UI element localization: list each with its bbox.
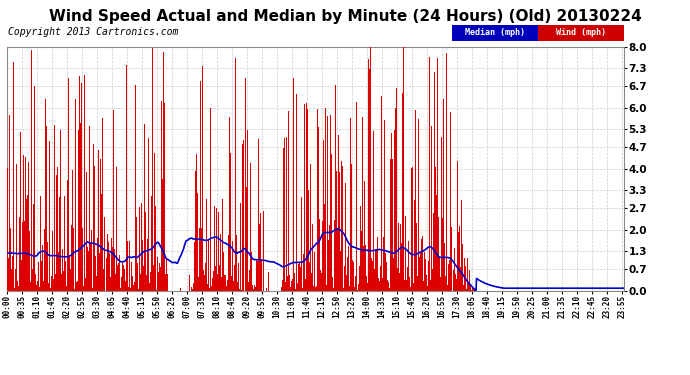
Text: Median (mph): Median (mph) — [465, 28, 525, 38]
Text: Wind (mph): Wind (mph) — [556, 28, 607, 38]
Bar — [451, 25, 538, 41]
Bar — [538, 25, 624, 41]
Text: Wind Speed Actual and Median by Minute (24 Hours) (Old) 20130224: Wind Speed Actual and Median by Minute (… — [48, 9, 642, 24]
Text: Copyright 2013 Cartronics.com: Copyright 2013 Cartronics.com — [8, 27, 179, 37]
